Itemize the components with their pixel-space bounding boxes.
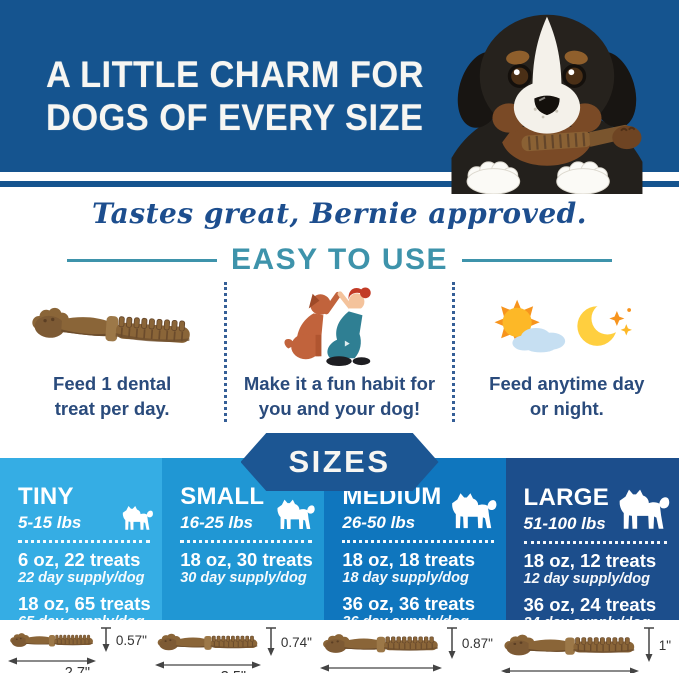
hero-title-line2: DOGS OF EVERY SIZE [46,96,424,138]
treat-height-label: 0.57" [115,632,147,648]
dotted-separator [523,541,667,544]
easy-to-use-columns: Feed 1 dental treat per day. [0,282,679,422]
tagline: Tastes great, Bernie approved. [92,197,587,230]
easy-step-caption: Make it a fun habit for you and your dog… [243,373,436,420]
dog-silhouette-icon [120,503,154,533]
easy-step-caption: Feed 1 dental treat per day. [53,373,172,420]
pack-supply: 18 day supply/dog [342,570,469,587]
height-bracket [643,627,654,662]
sizes-label: SIZES [288,444,391,479]
heading-rule-right [462,258,613,262]
width-arrow [154,661,261,669]
easy-step-fun-habit: Make it a fun habit for you and your dog… [224,282,451,422]
height-bracket [100,627,111,652]
dog-highfive-icon [280,286,398,368]
height-bracket [446,627,457,659]
treat-image [8,630,96,650]
pack-supply: 22 day supply/dog [18,570,145,587]
sizes-ribbon: SIZES [240,433,439,491]
width-arrow [500,667,639,673]
treat-image [155,630,261,654]
dotted-separator [180,540,313,543]
hero-title-line1: A LITTLE CHARM FOR [46,54,424,95]
pack-option: 18 oz, 30 treats [180,549,313,570]
dog-silhouette-icon [274,496,316,533]
size-column-large: LARGE 51-100 lbs 18 oz, 12 treats 12 day… [505,458,679,631]
easy-step-caption: Feed anytime day or night. [489,373,645,420]
size-column-header: SMALL 16-25 lbs [180,485,324,533]
easy-to-use-heading: EASY TO USE [0,243,679,277]
easy-step-feed-daily: Feed 1 dental treat per day. [0,282,224,422]
width-arrow [319,664,442,672]
dog-silhouette-icon [448,489,498,533]
pack-supply: 12 day supply/dog [523,571,651,588]
treat-size-comparison: 0.57" 2.7" 0.74" 3.5" [0,620,679,673]
treat-height-label: 0.74" [280,634,312,650]
size-column-tiny: TINY 5-15 lbs 6 oz, 22 treats 22 day sup… [0,458,163,630]
width-arrow [7,657,96,665]
size-column-header: TINY 5-15 lbs [18,485,162,533]
dotted-separator [342,540,494,543]
size-weight-range: 51-100 lbs [523,514,606,533]
pack-option: 36 oz, 24 treats [523,593,657,615]
size-weight-range: 16-25 lbs [180,513,253,532]
dotted-separator [18,540,151,543]
pack-supply: 30 day supply/dog [180,570,307,587]
size-name: LARGE [523,484,609,511]
size-column-header: MEDIUM 26-50 lbs [342,485,505,533]
treat-width-label: 2.7" [64,665,91,673]
hero-title: A LITTLE CHARM FOR DOGS OF EVERY SIZE [46,54,424,140]
day-night-icon [487,286,647,368]
size-name: TINY [18,483,74,510]
size-weight-range: 5-15 lbs [18,513,82,532]
treat-height-label: 1" [658,637,672,653]
treat-size-figure-small: 0.74" 3.5" [154,627,312,673]
treat-height-label: 0.87" [461,636,493,651]
dog-silhouette-icon [615,485,671,534]
pack-option: 18 oz, 18 treats [342,549,476,570]
treat-size-figure-large: 1" 4.9" [500,627,672,673]
height-bracket [265,627,276,656]
easy-step-anytime: Feed anytime day or night. [451,282,679,422]
treat-size-figure-tiny: 0.57" 2.7" [7,627,147,673]
easy-to-use-label: EASY TO USE [230,243,449,276]
size-weight-range: 26-50 lbs [342,513,416,532]
size-column-header: LARGE 51-100 lbs [524,485,679,534]
pack-option: 18 oz, 12 treats [523,550,657,571]
treat-image [320,630,442,657]
size-column-medium: MEDIUM 26-50 lbs 18 oz, 18 treats 18 day… [324,458,506,630]
treat-image [501,630,639,660]
dental-treat-icon [28,286,196,368]
pack-option: 6 oz, 22 treats [18,549,141,570]
pack-option: 36 oz, 36 treats [342,592,476,614]
divider-stripe [0,181,679,187]
treat-size-figure-medium: 0.87" 4.1" [319,627,493,673]
size-name: SMALL [180,483,265,510]
heading-rule-left [66,258,217,262]
bernese-dog-illustration [451,14,643,194]
treat-width-label: 3.5" [180,669,286,673]
size-columns: TINY 5-15 lbs 6 oz, 22 treats 22 day sup… [0,458,679,631]
pack-option: 18 oz, 65 treats [18,592,151,614]
